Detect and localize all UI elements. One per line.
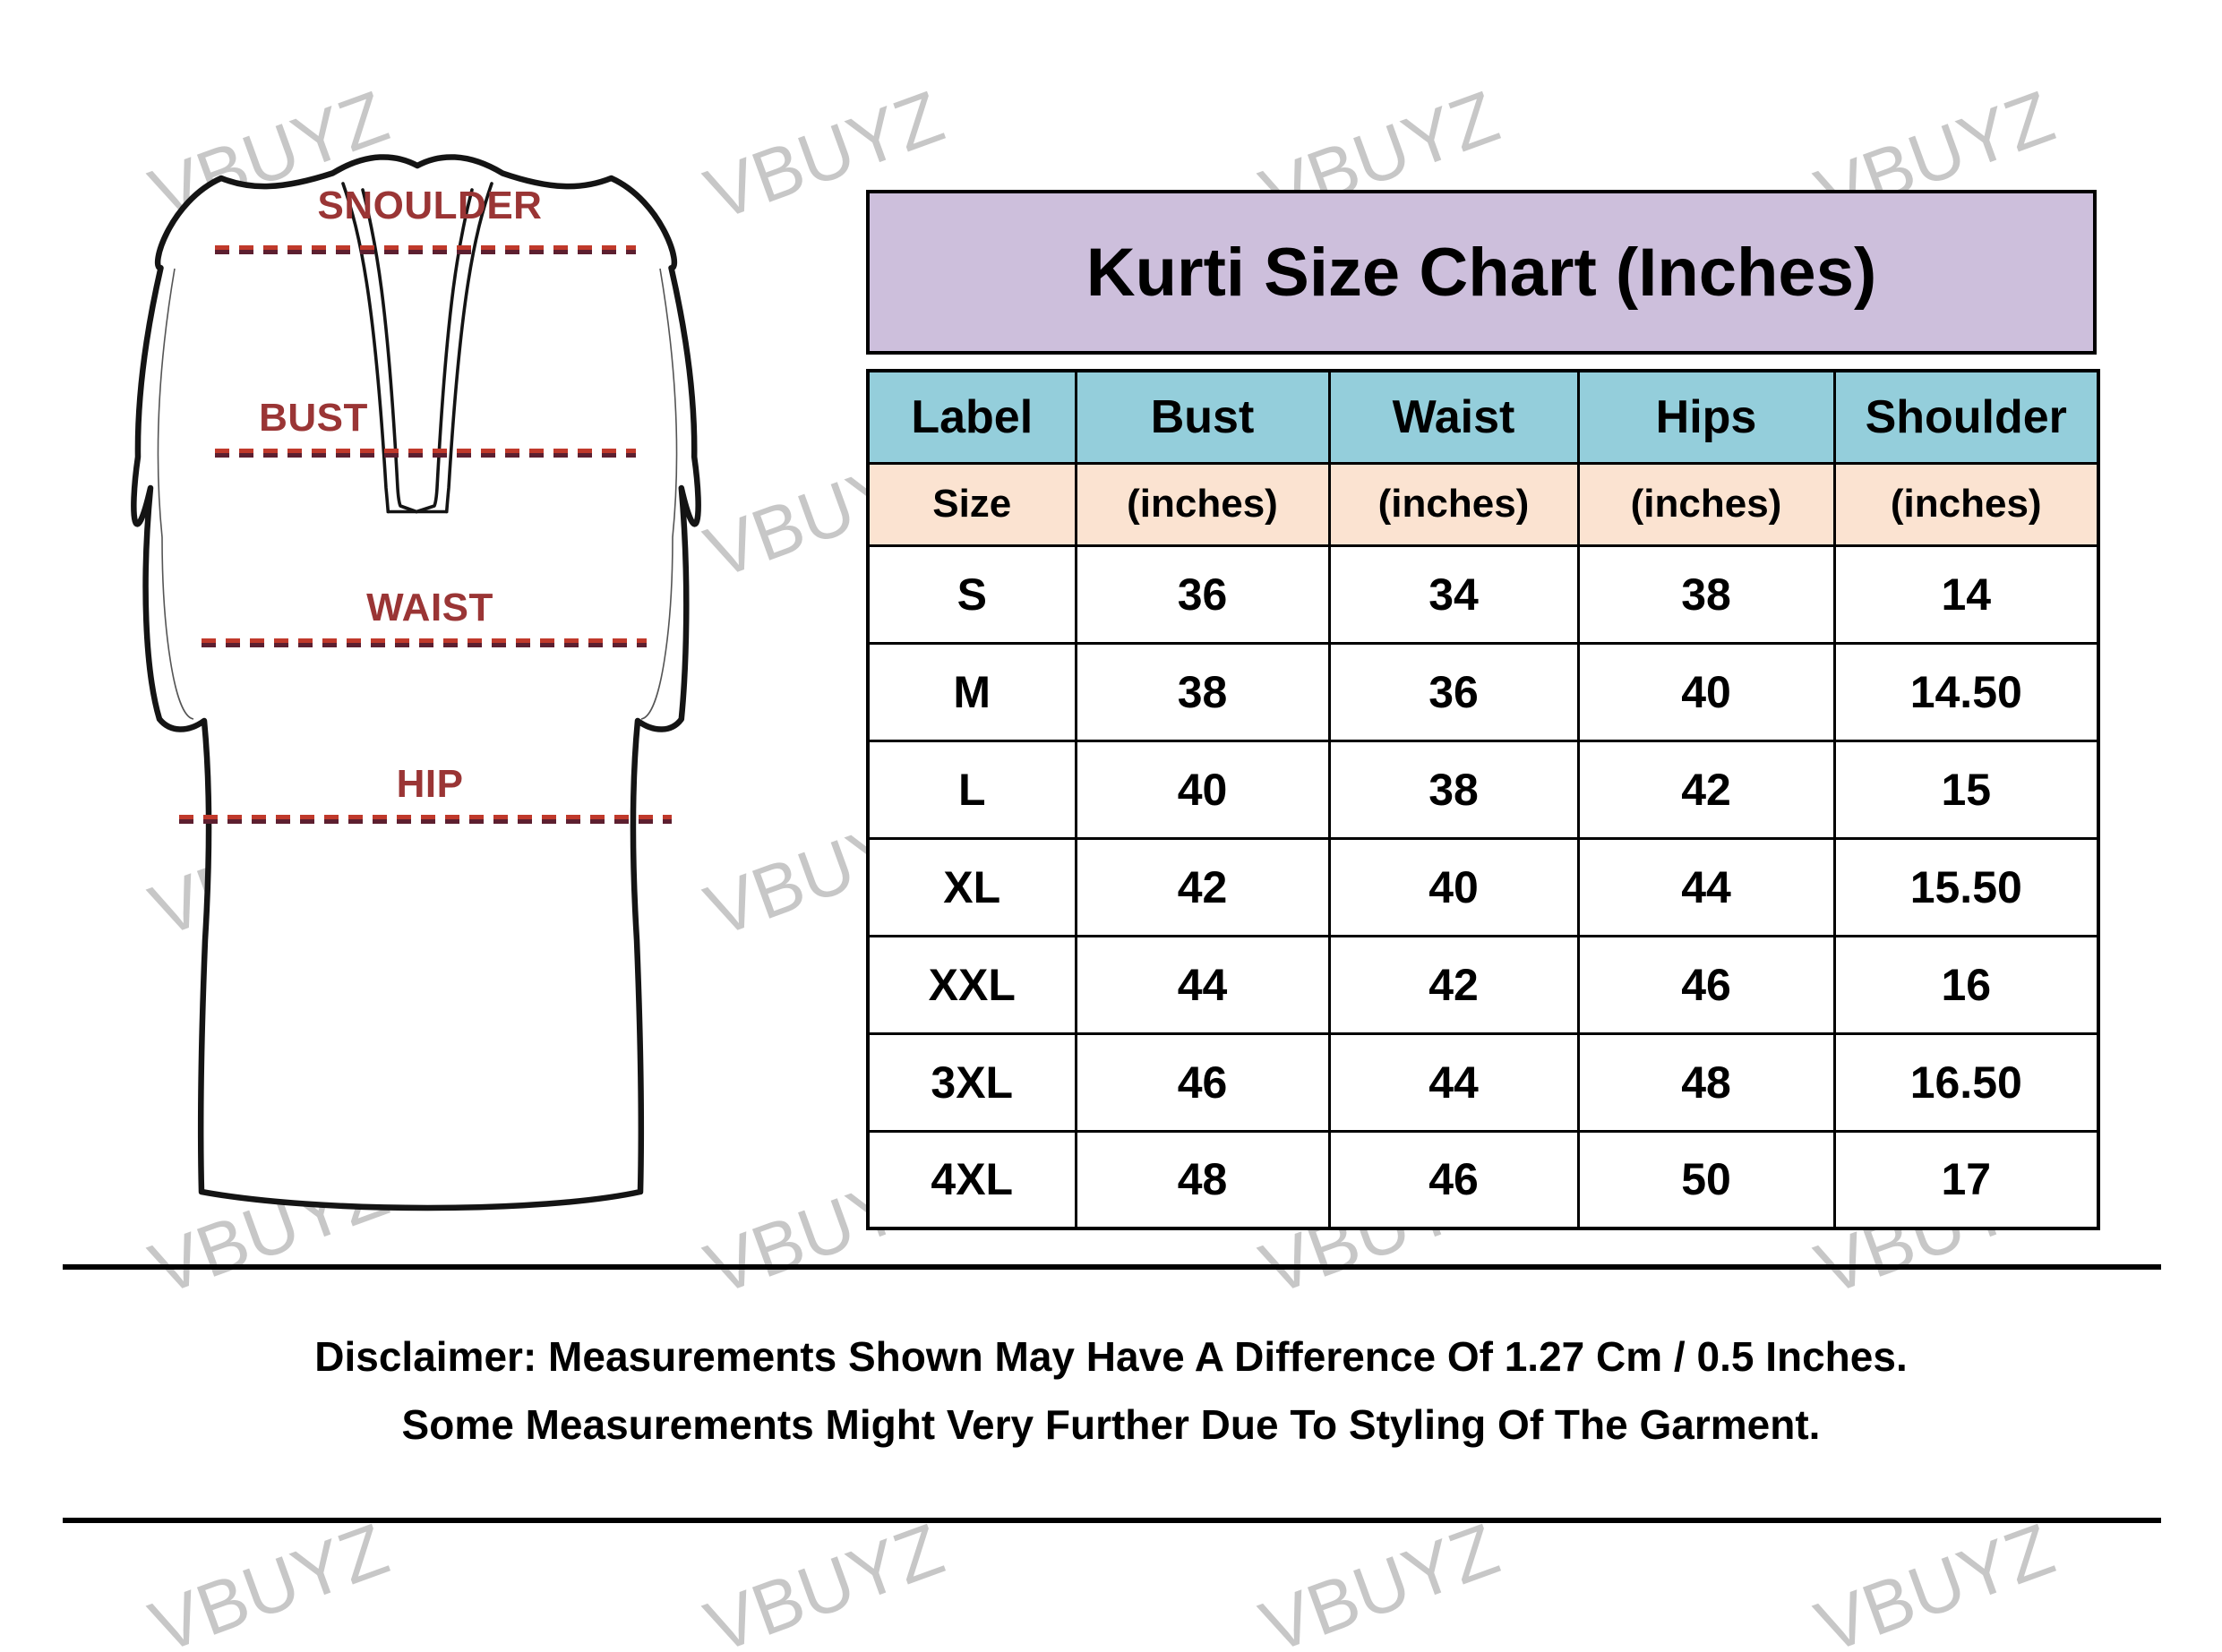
svg-text:WAIST: WAIST xyxy=(366,586,493,629)
svg-text:HIP: HIP xyxy=(397,762,464,806)
svg-text:SNOULDER: SNOULDER xyxy=(318,184,543,227)
svg-text:BUST: BUST xyxy=(259,396,368,440)
